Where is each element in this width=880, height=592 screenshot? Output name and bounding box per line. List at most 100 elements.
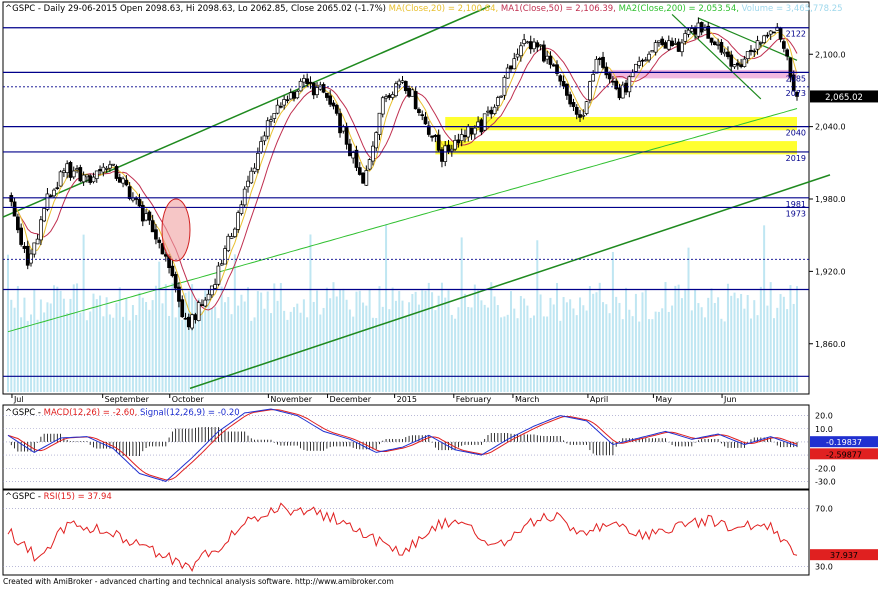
volume-bar — [421, 290, 424, 392]
price-tick-label: 2,040.0 — [815, 123, 846, 132]
candle-body — [328, 95, 333, 105]
volume-bar — [401, 300, 404, 392]
volume-bar — [651, 319, 654, 392]
candle-body — [331, 102, 336, 107]
candle-body — [548, 55, 553, 65]
candle-body — [709, 37, 714, 43]
rsi-badge-bg — [810, 549, 878, 561]
candle-body — [489, 109, 494, 115]
candle-body — [486, 110, 490, 113]
volume-bar — [582, 305, 585, 392]
candle-body — [479, 119, 484, 133]
volume-bar — [253, 317, 256, 392]
volume-bar — [85, 320, 88, 392]
volume-bar — [661, 308, 664, 392]
candle-body — [111, 163, 116, 166]
volume-bar — [625, 287, 628, 392]
candle-body — [206, 293, 211, 301]
volume-bar — [536, 240, 539, 392]
candle-body — [302, 78, 306, 83]
volume-bar — [526, 305, 529, 392]
candle-body — [39, 219, 43, 241]
candle-body — [295, 90, 300, 99]
candle-body — [380, 97, 385, 115]
macd-tick-label: 20.0 — [815, 412, 833, 421]
price-y-axis: 1,860.0 1,920.0 1,980.0 2,040.0 2,100.0 — [809, 50, 846, 349]
candle-body — [739, 64, 743, 68]
candle-body — [558, 75, 563, 82]
candle-body — [768, 30, 773, 35]
candle-body — [742, 58, 747, 67]
candle-body — [443, 145, 448, 162]
candle-body — [236, 212, 240, 230]
candle-body — [81, 174, 86, 183]
candle-body — [643, 59, 648, 62]
volume-bar — [375, 317, 378, 392]
candle-body — [62, 170, 66, 173]
candle-body — [472, 127, 477, 135]
candle-body — [581, 114, 586, 117]
candle-body — [147, 211, 152, 221]
volume-bar — [214, 306, 217, 392]
volume-bar — [227, 297, 230, 392]
volume-bar — [283, 310, 286, 392]
candle-body — [45, 193, 50, 210]
volume-bar — [250, 320, 253, 392]
candle-body — [420, 114, 425, 116]
candle-body — [226, 235, 231, 252]
candle-body — [781, 41, 786, 49]
volume-bar — [759, 286, 762, 392]
volume-bar — [302, 299, 305, 392]
candle-body — [453, 140, 457, 150]
candle-body — [525, 41, 530, 44]
volume-bar — [542, 316, 545, 392]
volume-bar — [408, 302, 411, 392]
macd-tick-label: -30.0 — [815, 477, 836, 486]
volume-bar — [789, 285, 792, 392]
candle-body — [433, 134, 438, 137]
volume-bar — [503, 316, 506, 392]
candle-body — [315, 87, 319, 96]
volume-bar — [533, 315, 535, 392]
volume-bar — [694, 289, 697, 392]
volume-bar — [345, 299, 348, 392]
candle-body — [650, 50, 655, 53]
price-x-axis: Jul September October November December 2015 F… — [11, 394, 737, 404]
candle-body — [88, 175, 93, 183]
volume-bar — [440, 282, 443, 392]
candle-body — [604, 66, 609, 76]
volume-bar — [388, 309, 391, 392]
volume-bar — [454, 318, 457, 392]
candle-body — [127, 186, 132, 199]
macd-signal-badge-bg — [810, 436, 878, 448]
rsi-tick-label: 70.0 — [815, 505, 833, 514]
candle-body — [78, 167, 83, 182]
x-tick-label: Jul — [13, 395, 24, 404]
october-highlight-ellipse — [161, 198, 191, 262]
candle-body — [104, 168, 109, 170]
volume-bar — [736, 298, 739, 392]
rsi-panel: 70.0 30.0 37.937 ^GSPC - RSI(15) = 37.94 — [2, 489, 878, 576]
lower-channel-line — [189, 174, 831, 390]
volume-bar — [141, 297, 144, 392]
candle-body — [762, 35, 766, 43]
volume-bar — [154, 285, 157, 392]
volume-bar — [556, 282, 559, 392]
candle-body — [239, 204, 244, 214]
candle-body — [19, 227, 23, 245]
volume-bar — [69, 298, 72, 392]
volume-bar — [605, 304, 608, 392]
volume-bar — [246, 287, 249, 392]
candle-body — [785, 49, 789, 57]
volume-bar — [740, 293, 743, 392]
candle-body — [397, 80, 402, 86]
volume-bar — [352, 316, 355, 392]
volume-bar — [368, 289, 371, 392]
volume-bar — [125, 298, 128, 392]
macd-panel: 20.010.00.0-10.0-20.0-30.0 -0.19837-2.59… — [2, 404, 878, 490]
volume-bar — [579, 297, 582, 392]
macd-tick-label: 10.0 — [815, 425, 833, 434]
volume-bar — [756, 315, 759, 392]
volume-bar — [355, 291, 358, 392]
volume-bar — [79, 312, 82, 392]
